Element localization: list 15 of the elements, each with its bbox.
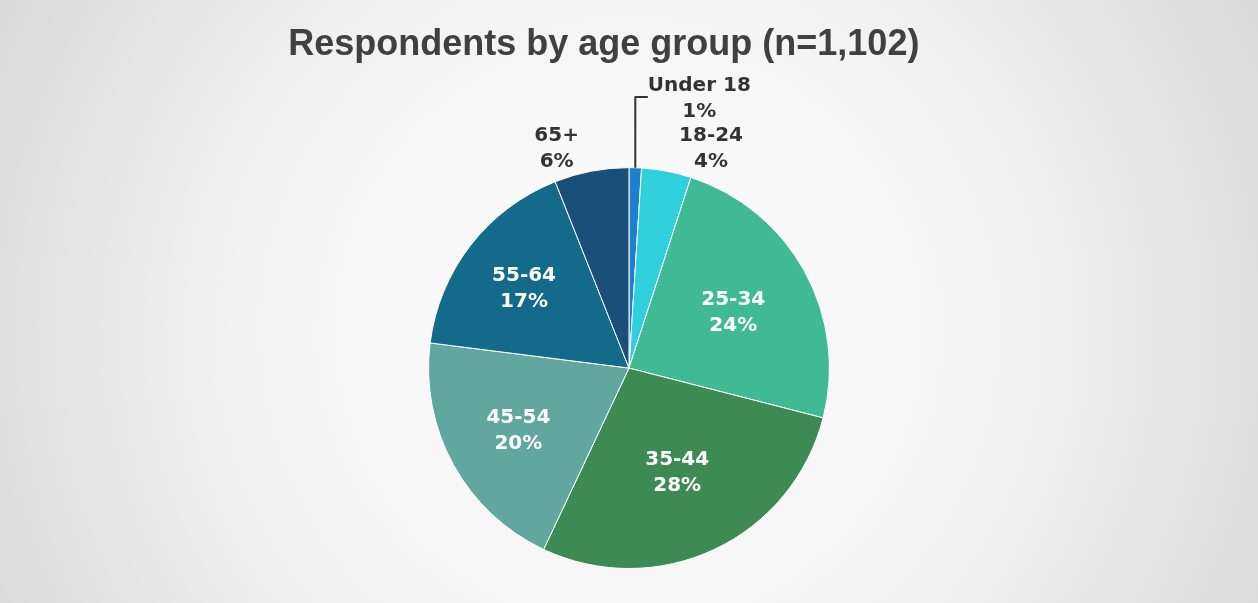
slice-label: 35-44 bbox=[645, 445, 710, 470]
data-label: 1% bbox=[682, 98, 717, 123]
slice-label: 45-54 bbox=[486, 403, 551, 428]
slice-label: 18-24 bbox=[679, 122, 744, 147]
chart-title: Respondents by age group (n=1,102) bbox=[288, 21, 920, 63]
data-label: 24% bbox=[709, 311, 758, 336]
data-label: 20% bbox=[494, 429, 543, 454]
slice-label: 25-34 bbox=[701, 285, 766, 310]
data-label: 28% bbox=[653, 471, 702, 496]
slice-label: 65+ bbox=[534, 122, 579, 147]
slice-label: Under 18 bbox=[647, 72, 751, 97]
data-label: 6% bbox=[539, 148, 574, 173]
slice-label: 55-64 bbox=[492, 261, 557, 286]
data-label: 17% bbox=[500, 287, 548, 312]
data-label: 4% bbox=[694, 148, 729, 173]
